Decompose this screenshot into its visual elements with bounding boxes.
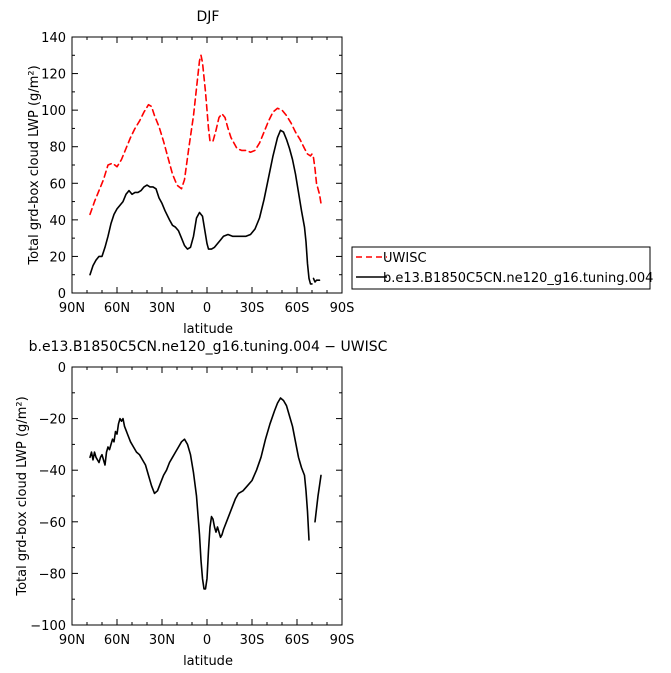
top-y-tick-label: 20 <box>49 250 66 265</box>
bottom-y-tick-label: −20 <box>39 413 66 428</box>
bottom-x-tick-label: 30N <box>149 633 175 648</box>
bottom-x-axis-label: latitude <box>183 654 233 669</box>
legend: UWISC b.e13.B1850C5CN.ne120_g16.tuning.0… <box>351 246 653 290</box>
bottom-x-axis-ticks: 90N 60N 30N 0 30S 60S 90S <box>59 367 355 648</box>
top-y-tick-label: 40 <box>49 214 66 229</box>
top-x-tick-label: 0 <box>203 301 211 316</box>
bottom-y-tick-label: −60 <box>39 516 66 531</box>
top-y-axis-ticks: 0 20 40 60 80 100 120 140 <box>41 31 342 302</box>
top-y-tick-label: 140 <box>41 31 66 46</box>
top-x-tick-label: 30N <box>149 301 175 316</box>
bottom-series-line-segment-1 <box>314 474 322 523</box>
bottom-plot-frame <box>71 366 343 626</box>
bottom-chart-title: b.e13.B1850C5CN.ne120_g16.tuning.004 − U… <box>29 339 388 355</box>
bottom-y-tick-label: −40 <box>39 464 66 479</box>
top-y-tick-label: 60 <box>49 177 66 192</box>
legend-label-uwisc: UWISC <box>383 251 427 266</box>
top-x-tick-label: 30S <box>240 301 265 316</box>
top-x-axis-label: latitude <box>183 322 233 337</box>
top-series-lines <box>89 54 322 285</box>
bottom-x-tick-label: 90N <box>59 633 85 648</box>
top-y-tick-label: 80 <box>49 141 66 156</box>
top-series-line-segment-2 <box>312 277 321 283</box>
bottom-series-lines <box>89 397 322 590</box>
bottom-panel: b.e13.B1850C5CN.ne120_g16.tuning.004 − U… <box>15 339 388 669</box>
bottom-x-tick-label: 90S <box>330 633 355 648</box>
bottom-y-tick-label: −100 <box>30 619 66 634</box>
top-series-line-b-e13-b1850c5cn-ne120-g16-tuning-004 <box>89 129 313 285</box>
top-y-tick-label: 100 <box>41 104 66 119</box>
top-x-axis-ticks: 90N 60N 30N 0 30S 60S 90S <box>59 37 355 316</box>
top-x-tick-label: 60N <box>104 301 130 316</box>
top-y-tick-label: 120 <box>41 68 66 83</box>
top-series-line-uwisc <box>89 54 322 216</box>
bottom-y-axis-label: Total grd-box cloud LWP (g/m²) <box>15 396 30 596</box>
top-chart-title: DJF <box>197 9 220 25</box>
top-x-tick-label: 90S <box>330 301 355 316</box>
top-y-axis-label: Total grd-box cloud LWP (g/m²) <box>27 65 42 265</box>
legend-label-model: b.e13.B1850C5CN.ne120_g16.tuning.004 <box>383 271 653 286</box>
bottom-y-tick-label: 0 <box>58 361 66 376</box>
top-y-tick-label: 0 <box>58 287 66 302</box>
bottom-series-line-segment-0 <box>89 397 310 590</box>
top-plot-frame <box>71 36 343 294</box>
bottom-x-tick-label: 60S <box>285 633 310 648</box>
top-x-tick-label: 60S <box>285 301 310 316</box>
bottom-y-tick-label: −80 <box>39 567 66 582</box>
bottom-x-tick-label: 30S <box>240 633 265 648</box>
legend-box <box>351 246 651 290</box>
bottom-x-tick-label: 60N <box>104 633 130 648</box>
top-x-tick-label: 90N <box>59 301 85 316</box>
bottom-y-axis-ticks: −100 −80 −60 −40 −20 0 <box>30 361 342 634</box>
bottom-x-tick-label: 0 <box>203 633 211 648</box>
